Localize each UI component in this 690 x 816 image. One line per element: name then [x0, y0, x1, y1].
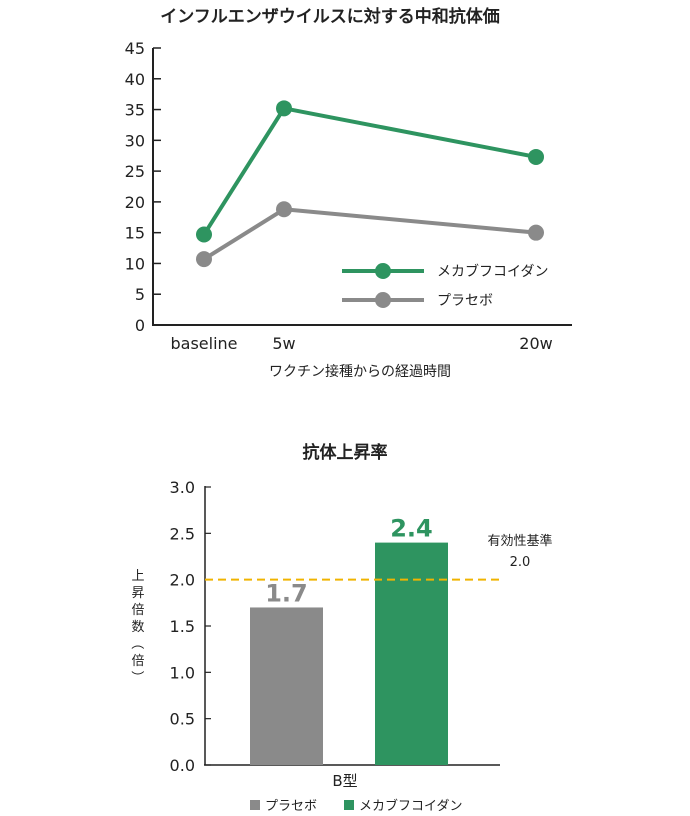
legend-marker: [375, 292, 391, 308]
y-tick-label: 2.0: [170, 571, 195, 590]
y-tick-label: 45: [125, 39, 145, 58]
y-axis-label-char: 倍: [131, 654, 144, 669]
y-tick-label: 30: [125, 131, 145, 150]
line-chart: インフルエンザウイルスに対する中和抗体価 051015202530354045 …: [125, 6, 572, 380]
y-tick-label: 15: [125, 224, 145, 243]
data-point: [196, 251, 212, 268]
y-axis-label-char: 上: [131, 569, 144, 584]
y-axis-label-char: 倍: [131, 603, 144, 618]
line-chart-title: インフルエンザウイルスに対する中和抗体価: [160, 6, 500, 27]
bar-chart-title: 抗体上昇率: [303, 442, 388, 463]
y-axis-label-char: （: [129, 636, 144, 649]
legend-marker: [375, 263, 391, 279]
y-tick-label: 1.0: [170, 663, 195, 682]
bar: [375, 542, 448, 765]
bar-value-label: 1.7: [265, 579, 308, 607]
bar-chart-y-axis: 0.0 0.5 1.0 1.5 2.0 2.5 3.0: [170, 478, 211, 775]
bar-chart-legend: プラセボ メカブフコイダン: [250, 798, 462, 814]
line-chart-series: [196, 100, 544, 268]
legend-swatch: [344, 800, 354, 810]
data-point: [196, 226, 212, 243]
y-axis-label-char: ）: [129, 670, 144, 683]
line-chart-y-axis: 0 5 10 15 20 25 30 35 40 45: [125, 39, 161, 335]
legend-label: メカブフコイダン: [359, 798, 462, 814]
data-point: [276, 100, 292, 117]
line-chart-x-axis-label: ワクチン接種からの経過時間: [269, 363, 451, 380]
y-tick-label: 40: [125, 70, 145, 89]
bar-chart-bars: 1.7 2.4: [250, 515, 448, 765]
line-chart-x-axis: baseline 5w 20w: [170, 334, 552, 353]
y-tick-label: 10: [125, 254, 145, 273]
bar-chart-x-axis-label: B型: [332, 772, 357, 790]
y-axis-label-char: 昇: [131, 586, 144, 601]
series-line: [202, 207, 537, 261]
y-tick-label: 1.5: [170, 617, 195, 636]
reference-label: 有効性基準: [487, 533, 552, 549]
data-point: [276, 201, 292, 218]
data-point: [528, 148, 544, 165]
x-tick-label: baseline: [170, 334, 237, 353]
legend-label: プラセボ: [437, 293, 493, 309]
y-tick-label: 0: [135, 316, 145, 335]
y-tick-label: 0.5: [170, 710, 195, 729]
y-tick-label: 5: [135, 285, 145, 304]
x-tick-label: 5w: [272, 334, 295, 353]
legend-label: メカブフコイダン: [437, 263, 548, 280]
reference-value-label: 2.0: [510, 555, 531, 570]
bar-chart-reference: 有効性基準 2.0: [205, 533, 553, 581]
y-tick-label: 3.0: [170, 478, 195, 497]
legend-swatch: [250, 800, 260, 810]
x-tick-label: 20w: [519, 334, 552, 353]
y-tick-label: 2.5: [170, 524, 195, 543]
legend-label: プラセボ: [265, 799, 317, 814]
y-tick-label: 20: [125, 193, 145, 212]
y-tick-label: 35: [125, 101, 145, 120]
y-tick-label: 25: [125, 162, 145, 181]
bar-value-label: 2.4: [390, 515, 433, 543]
y-axis-label-char: 数: [131, 620, 144, 635]
data-point: [528, 224, 544, 241]
y-tick-label: 0.0: [170, 756, 195, 775]
bar: [250, 607, 323, 765]
